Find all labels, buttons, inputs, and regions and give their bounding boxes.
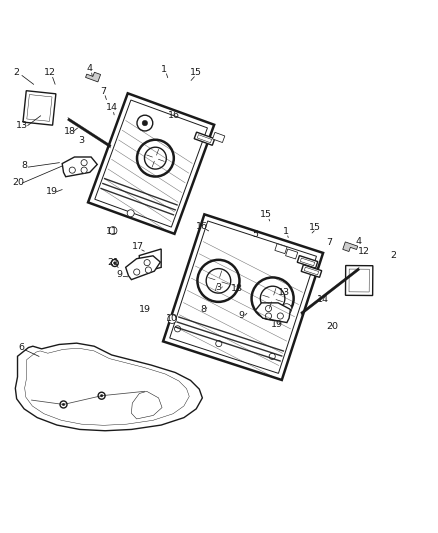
- Circle shape: [113, 262, 116, 264]
- Polygon shape: [275, 244, 287, 254]
- Text: 20: 20: [326, 322, 338, 332]
- Text: 20: 20: [12, 178, 25, 187]
- Text: 5: 5: [252, 230, 258, 239]
- Polygon shape: [126, 256, 160, 280]
- Text: 4: 4: [87, 64, 93, 73]
- Circle shape: [174, 326, 180, 332]
- Polygon shape: [131, 391, 162, 419]
- Text: 8: 8: [21, 161, 27, 170]
- Text: 15: 15: [190, 68, 202, 77]
- Polygon shape: [297, 256, 318, 268]
- Text: 21: 21: [107, 259, 119, 268]
- Circle shape: [137, 115, 153, 131]
- Circle shape: [251, 278, 293, 319]
- Circle shape: [216, 341, 222, 346]
- Circle shape: [265, 305, 272, 312]
- Text: 9: 9: [116, 270, 122, 279]
- Text: 19: 19: [46, 187, 58, 196]
- Circle shape: [81, 167, 87, 173]
- Text: 2: 2: [14, 68, 20, 77]
- Text: 11: 11: [106, 227, 118, 236]
- Text: 1: 1: [161, 65, 167, 74]
- Text: 17: 17: [132, 243, 144, 251]
- Circle shape: [98, 392, 105, 399]
- Text: 19: 19: [139, 305, 152, 314]
- Text: 18: 18: [230, 284, 243, 293]
- Text: 14: 14: [317, 295, 329, 304]
- Text: 3: 3: [215, 283, 221, 292]
- Text: 13: 13: [16, 121, 28, 130]
- Text: 16: 16: [196, 222, 208, 231]
- Text: 12: 12: [358, 247, 371, 256]
- Polygon shape: [139, 249, 161, 273]
- Text: 2: 2: [390, 251, 396, 260]
- Circle shape: [69, 167, 75, 173]
- Circle shape: [277, 313, 283, 319]
- Text: 6: 6: [18, 343, 24, 352]
- Polygon shape: [286, 249, 298, 259]
- Circle shape: [144, 260, 150, 266]
- Text: 7: 7: [100, 87, 106, 96]
- Text: 15: 15: [308, 223, 321, 231]
- Polygon shape: [62, 157, 97, 177]
- Text: 13: 13: [278, 288, 290, 297]
- Polygon shape: [23, 91, 56, 125]
- Polygon shape: [343, 242, 358, 252]
- Polygon shape: [255, 303, 290, 322]
- Text: 4: 4: [355, 237, 361, 246]
- Text: 14: 14: [106, 103, 118, 112]
- Circle shape: [137, 140, 174, 176]
- Polygon shape: [346, 265, 373, 295]
- Circle shape: [111, 260, 118, 266]
- Polygon shape: [85, 72, 101, 82]
- Circle shape: [265, 313, 272, 319]
- Circle shape: [100, 394, 103, 397]
- Circle shape: [127, 210, 134, 217]
- Circle shape: [134, 269, 140, 275]
- Text: 10: 10: [166, 314, 178, 322]
- Circle shape: [198, 260, 240, 302]
- Polygon shape: [194, 132, 215, 146]
- Text: 15: 15: [260, 211, 272, 219]
- Circle shape: [81, 159, 87, 166]
- Circle shape: [269, 353, 275, 359]
- Text: 1: 1: [283, 227, 289, 236]
- Text: 19: 19: [271, 320, 283, 329]
- Text: 7: 7: [326, 238, 332, 247]
- Text: 9: 9: [239, 311, 245, 320]
- Circle shape: [62, 403, 65, 406]
- Circle shape: [60, 401, 67, 408]
- Polygon shape: [15, 343, 202, 431]
- Polygon shape: [212, 132, 225, 142]
- Circle shape: [168, 314, 177, 324]
- Text: 8: 8: [201, 305, 207, 314]
- Circle shape: [109, 227, 117, 235]
- Circle shape: [145, 267, 152, 273]
- Text: 18: 18: [64, 127, 76, 136]
- Text: 12: 12: [44, 68, 57, 77]
- Circle shape: [142, 120, 148, 126]
- Polygon shape: [301, 265, 321, 277]
- Text: 3: 3: [78, 136, 84, 145]
- Circle shape: [281, 304, 292, 314]
- Text: 16: 16: [168, 111, 180, 120]
